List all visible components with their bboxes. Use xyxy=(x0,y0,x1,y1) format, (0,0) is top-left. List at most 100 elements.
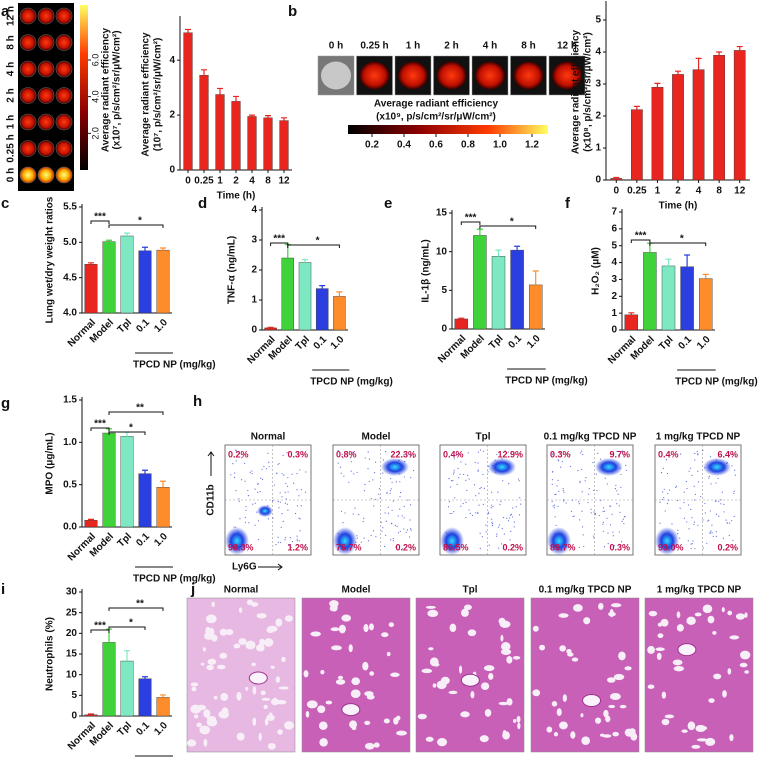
event-dot xyxy=(675,486,677,488)
significance-bracket xyxy=(90,220,110,224)
bar xyxy=(491,256,506,330)
event-dot xyxy=(485,524,487,526)
event-dot xyxy=(291,540,294,543)
alveolus xyxy=(218,710,230,719)
event-dot xyxy=(508,517,510,519)
event-dot xyxy=(565,502,567,504)
event-dot xyxy=(700,495,702,498)
event-dot xyxy=(289,537,291,539)
error-bar xyxy=(495,249,502,257)
quadrant-label: 1.2% xyxy=(287,542,308,552)
event-dot xyxy=(274,484,276,486)
x-tick-label: 0.1 xyxy=(312,334,330,352)
event-dot xyxy=(721,491,723,493)
event-dot xyxy=(384,512,386,514)
event-dot xyxy=(399,481,401,483)
bar xyxy=(138,473,152,528)
event-dot xyxy=(382,527,384,529)
event-dot xyxy=(668,489,671,491)
x-tick-label: 0.1 xyxy=(676,334,694,352)
alveolus xyxy=(263,638,274,647)
event-dot xyxy=(287,509,289,511)
alveolus xyxy=(251,662,256,667)
x-tick-label: Tpl xyxy=(294,334,313,353)
error-bar xyxy=(476,228,483,236)
y-tick-label: 0 xyxy=(441,324,447,335)
bar xyxy=(156,487,170,528)
event-dot xyxy=(457,467,459,470)
y-tick-label: 4 xyxy=(595,47,601,58)
event-dot xyxy=(290,546,292,549)
alveolus xyxy=(539,644,546,651)
event-dot xyxy=(390,539,392,541)
alveolus xyxy=(206,664,214,671)
quadrant-label: 93.0% xyxy=(658,542,684,552)
alveolus xyxy=(305,710,310,718)
alveolus xyxy=(516,715,521,723)
event-dot xyxy=(578,501,580,503)
event-dot xyxy=(694,459,696,461)
error-bar xyxy=(267,326,274,328)
significance-label: * xyxy=(129,423,133,434)
event-dot xyxy=(448,500,451,503)
alveolus xyxy=(570,731,576,739)
event-dot xyxy=(683,517,686,519)
event-dot xyxy=(261,468,263,470)
event-dot xyxy=(606,517,608,519)
significance-label: ** xyxy=(136,599,144,610)
event-dot xyxy=(261,478,264,481)
event-dot xyxy=(677,529,679,531)
alveolus xyxy=(207,658,217,665)
alveolus xyxy=(583,617,591,625)
event-dot xyxy=(498,547,500,549)
x-tick-label: 1.0 xyxy=(152,317,170,335)
event-dot xyxy=(291,473,293,475)
x-tick-label: 1.0 xyxy=(525,333,543,351)
error-bar xyxy=(185,28,191,33)
event-dot xyxy=(487,512,490,515)
significance-bracket xyxy=(108,431,146,435)
event-dot xyxy=(406,529,409,531)
event-dot xyxy=(667,499,670,501)
alveolus xyxy=(480,682,490,691)
quadrant-label: 0.4% xyxy=(658,449,679,459)
event-dot xyxy=(556,485,558,487)
event-dot xyxy=(603,546,606,548)
event-dot xyxy=(276,472,278,474)
well xyxy=(55,60,73,78)
event-dot xyxy=(358,514,360,516)
event-dot xyxy=(389,490,392,492)
significance-bracket xyxy=(649,242,707,246)
event-dot xyxy=(611,513,613,515)
well xyxy=(19,87,37,104)
alveolus xyxy=(338,624,346,634)
event-dot xyxy=(363,490,366,492)
event-dot xyxy=(563,500,565,502)
event-dot xyxy=(254,502,256,504)
alveolus xyxy=(581,736,591,745)
event-dot xyxy=(382,472,384,474)
event-dot xyxy=(257,520,260,522)
event-dot xyxy=(396,525,398,527)
event-dot xyxy=(389,492,391,495)
event-dot xyxy=(491,518,493,520)
event-dot xyxy=(552,505,554,507)
event-dot xyxy=(482,473,484,476)
alveolus xyxy=(624,728,634,737)
histology-title: Tpl xyxy=(463,585,478,596)
event-dot xyxy=(407,499,409,501)
event-dot xyxy=(581,526,584,528)
event-dot xyxy=(456,454,458,456)
alveolus xyxy=(252,717,257,726)
event-dot xyxy=(569,465,572,468)
event-dot xyxy=(687,504,690,506)
alveolus xyxy=(196,722,202,728)
alveolus xyxy=(351,677,361,686)
event-dot xyxy=(392,537,395,540)
event-dot xyxy=(287,491,289,493)
alveolus xyxy=(449,623,457,633)
histology-title: 1 mg/kg TPCD NP xyxy=(657,585,742,596)
event-dot xyxy=(283,474,285,476)
bar xyxy=(692,69,705,181)
event-dot xyxy=(395,481,397,483)
